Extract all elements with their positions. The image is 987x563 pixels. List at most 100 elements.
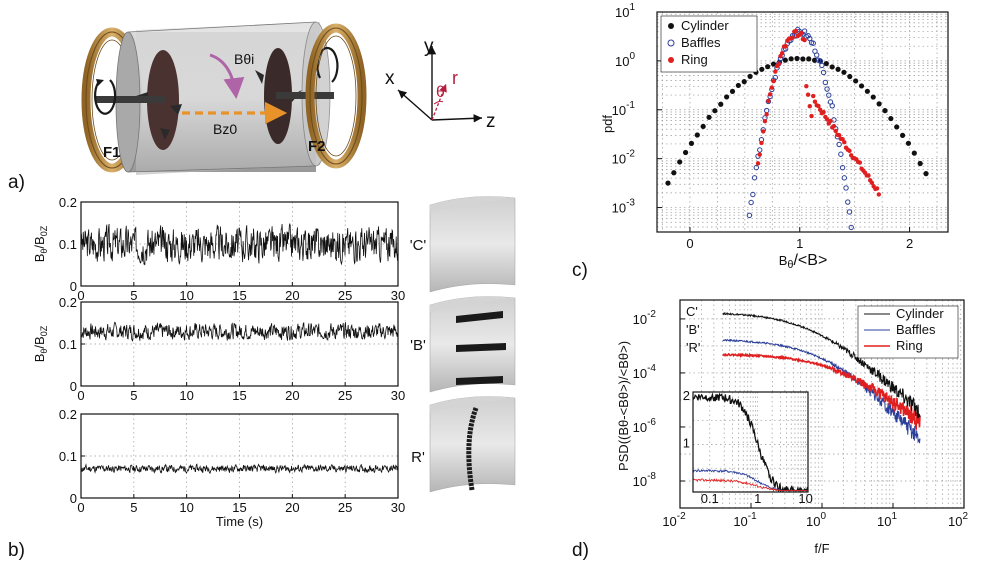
x-tick-label: 30 — [391, 388, 405, 403]
data-point — [665, 180, 671, 186]
legend-label: Ring — [681, 52, 708, 67]
inset-frame — [692, 391, 809, 493]
y-tick-label: 0.1 — [59, 237, 77, 252]
x-tick-label: 0 — [77, 388, 84, 403]
y-tick-label: 10-2 — [633, 309, 657, 327]
data-point — [753, 164, 759, 171]
time-series-subplot: 0 0.1 0.2 0 5 10 15 20 25 30 'C' Bθ/B0Z — [32, 195, 426, 303]
y-tick-label: 10-2 — [612, 149, 636, 167]
data-point — [839, 164, 846, 171]
shaft-left-icon — [93, 79, 166, 115]
data-point — [759, 66, 765, 72]
data-point — [763, 107, 770, 114]
curve-label: 'B' — [686, 322, 700, 337]
data-point — [836, 132, 842, 138]
data-point — [838, 151, 844, 157]
x-axis-label: f/F — [814, 541, 829, 556]
f2-label: F2 — [308, 138, 326, 155]
y-tick-label: 0.1 — [59, 337, 77, 352]
data-point — [677, 159, 683, 165]
x-tick-label: 1 — [796, 236, 803, 251]
series-tag: R' — [411, 449, 425, 466]
y-axis-label: Bθ/B0Z — [32, 225, 49, 262]
x-axis-label: Time (s) — [216, 514, 263, 529]
data-point — [894, 124, 900, 130]
data-point — [845, 199, 851, 205]
data-point — [782, 57, 788, 63]
data-point — [812, 57, 818, 63]
data-point — [802, 37, 807, 43]
data-point — [819, 62, 825, 69]
data-point — [762, 118, 768, 124]
x-tick-label: 20 — [285, 500, 299, 515]
data-point — [798, 30, 804, 36]
x-axis-label: Bθ/<B> — [779, 252, 828, 271]
data-point — [694, 132, 700, 138]
data-point — [829, 103, 835, 109]
data-point — [767, 92, 773, 97]
f1-label: F1 — [103, 144, 121, 161]
axis-z-label: z — [486, 111, 496, 132]
data-point — [831, 123, 837, 129]
inset-x-tick-label: 10 — [798, 491, 812, 506]
legend-label: Baffles — [896, 322, 936, 337]
legend-label: Baffles — [681, 35, 721, 50]
y-tick-label: 101 — [615, 2, 635, 20]
bz-label: Bz0 — [213, 121, 237, 137]
panel-a-apparatus: Bθi Bz0 F1 F2 — [81, 21, 367, 175]
legend-label: Ring — [896, 338, 923, 353]
y-tick-label: 10-4 — [633, 363, 657, 381]
data-point — [836, 141, 842, 148]
legend-label: Cylinder — [681, 18, 729, 33]
data-point — [806, 56, 812, 62]
data-point — [747, 73, 753, 80]
btheta-label: Bθi — [234, 51, 254, 67]
legend-box — [660, 15, 758, 73]
coil-right-icon — [305, 23, 367, 169]
y-tick-label: 0 — [70, 279, 77, 294]
data-point — [870, 94, 876, 100]
data-point — [729, 88, 736, 94]
data-point — [772, 74, 778, 81]
axis-y-label: y — [424, 36, 434, 57]
data-point — [757, 152, 762, 157]
data-point — [841, 175, 848, 181]
axis-x-label: x — [385, 68, 395, 89]
curve-label: 'R' — [686, 340, 700, 355]
pdf-series-baffles — [746, 26, 854, 231]
insert-ring-icon — [429, 396, 516, 493]
data-point — [876, 192, 882, 197]
data-point — [746, 212, 753, 219]
inset-plot: 0.1 1 10 1 2 — [683, 388, 813, 506]
inset-x-tick-label: 0.1 — [701, 491, 719, 506]
data-point — [864, 88, 870, 94]
data-point — [761, 129, 766, 134]
data-point — [874, 186, 880, 191]
data-point — [826, 92, 832, 98]
data-point — [858, 83, 865, 89]
y-tick-label: 10-3 — [612, 198, 636, 216]
y-tick-label: 10-6 — [633, 417, 657, 435]
data-point — [810, 40, 816, 46]
y-axis-label: pdf — [600, 115, 615, 133]
insert-cylinder-icon — [429, 196, 516, 293]
data-point — [741, 79, 747, 85]
data-point — [718, 101, 724, 107]
data-point — [835, 66, 841, 72]
time-series-trace — [80, 463, 399, 474]
series-tag: 'C' — [410, 237, 427, 254]
panel-label-a: a) — [8, 172, 25, 193]
x-tick-label: 10 — [179, 500, 193, 515]
shaft-right-icon — [276, 46, 339, 99]
data-point — [788, 56, 794, 62]
legend: Cylinder Baffles Ring — [660, 15, 758, 73]
legend-marker — [668, 57, 674, 63]
data-point — [847, 73, 853, 80]
data-point — [764, 112, 769, 117]
data-point — [794, 55, 800, 62]
inset-y-tick-label: 2 — [683, 388, 690, 403]
curve-label: C' — [686, 304, 698, 319]
x-tick-label: 15 — [232, 388, 246, 403]
data-point — [821, 109, 826, 115]
legend-box — [857, 305, 959, 359]
